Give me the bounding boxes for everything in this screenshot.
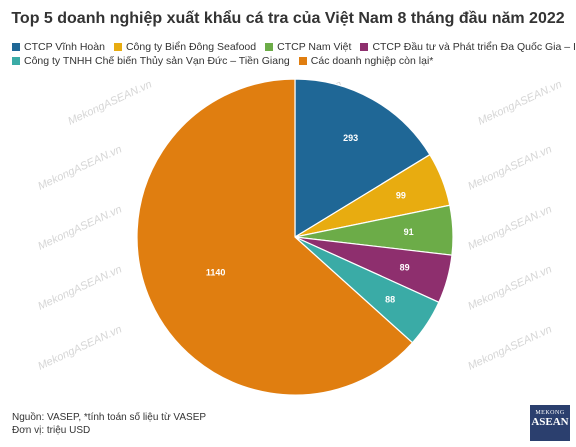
legend-swatch: [12, 43, 20, 51]
legend-item: CTCP Vĩnh Hoàn: [12, 40, 105, 54]
watermark-text: MekongASEAN.vn: [476, 78, 564, 127]
legend-item: Các doanh nghiệp còn lại*: [298, 54, 434, 68]
watermark-text: MekongASEAN.vn: [36, 203, 124, 252]
slice-value-label: 293: [343, 133, 358, 143]
chart-footer: Nguồn: VASEP, *tính toán số liệu từ VASE…: [12, 411, 206, 437]
legend-label: CTCP Vĩnh Hoàn: [24, 41, 105, 53]
watermark-text: MekongASEAN.vn: [66, 78, 154, 127]
watermark-text: MekongASEAN.vn: [466, 143, 554, 192]
watermark-text: MekongASEAN.vn: [36, 143, 124, 192]
legend-label: CTCP Đầu tư và Phát triển Đa Quốc Gia – …: [372, 41, 576, 53]
legend-label: Công ty TNHH Chế biến Thủy sản Vạn Đức –…: [24, 55, 290, 67]
unit-note: Đơn vị: triệu USD: [12, 425, 91, 436]
slice-value-label: 88: [385, 294, 395, 304]
slice-value-label: 89: [400, 262, 410, 272]
legend-row: Công ty TNHH Chế biến Thủy sản Vạn Đức –…: [12, 54, 572, 68]
slice-value-label: 99: [396, 190, 406, 200]
legend-swatch: [113, 43, 122, 51]
watermark-text: MekongASEAN.vn: [466, 203, 554, 252]
legend-item: CTCP Đầu tư và Phát triển Đa Quốc Gia – …: [360, 40, 576, 54]
pie-slices: [136, 78, 454, 396]
watermark-text: MekongASEAN.vn: [466, 323, 554, 372]
logo-line-1: MEKONG: [535, 410, 565, 416]
pie-slice: [294, 78, 431, 239]
legend-label: CTCP Nam Việt: [277, 41, 352, 53]
watermark-text: MekongASEAN.vn: [36, 323, 124, 372]
chart-legend: CTCP Vĩnh Hoàn Công ty Biển Đông Seafood C…: [12, 40, 576, 68]
legend-label: Các doanh nghiệp còn lại*: [310, 55, 434, 67]
source-note: Nguồn: VASEP, *tính toán số liệu từ VASE…: [12, 412, 207, 423]
legend-swatch: [12, 57, 20, 65]
slice-value-label: 91: [404, 227, 414, 237]
legend-row: CTCP Vĩnh Hoàn Công ty Biển Đông Seafood C…: [12, 40, 576, 54]
logo-line-2: ASEAN: [531, 416, 569, 428]
watermark-text: MekongASEAN.vn: [36, 263, 124, 312]
legend-swatch: [298, 57, 307, 65]
legend-item: CTCP Nam Việt: [265, 40, 351, 54]
slice-value-label: 1140: [206, 267, 226, 277]
legend-swatch: [360, 43, 369, 51]
legend-label: Công ty Biển Đông Seafood: [125, 41, 257, 53]
watermark-text: MekongASEAN.vn: [466, 263, 554, 312]
legend-swatch: [265, 43, 274, 51]
legend-item: Công ty TNHH Chế biến Thủy sản Vạn Đức –…: [12, 54, 290, 68]
chart-title: Top 5 doanh nghiệp xuất khẩu cá tra của …: [11, 10, 565, 27]
pie-slice: [136, 78, 414, 396]
legend-item: Công ty Biển Đông Seafood: [113, 40, 257, 54]
mekongasean-logo: MEKONG ASEAN: [530, 405, 570, 441]
slice-labels: 293 99 91 89 88 1140: [206, 133, 414, 304]
